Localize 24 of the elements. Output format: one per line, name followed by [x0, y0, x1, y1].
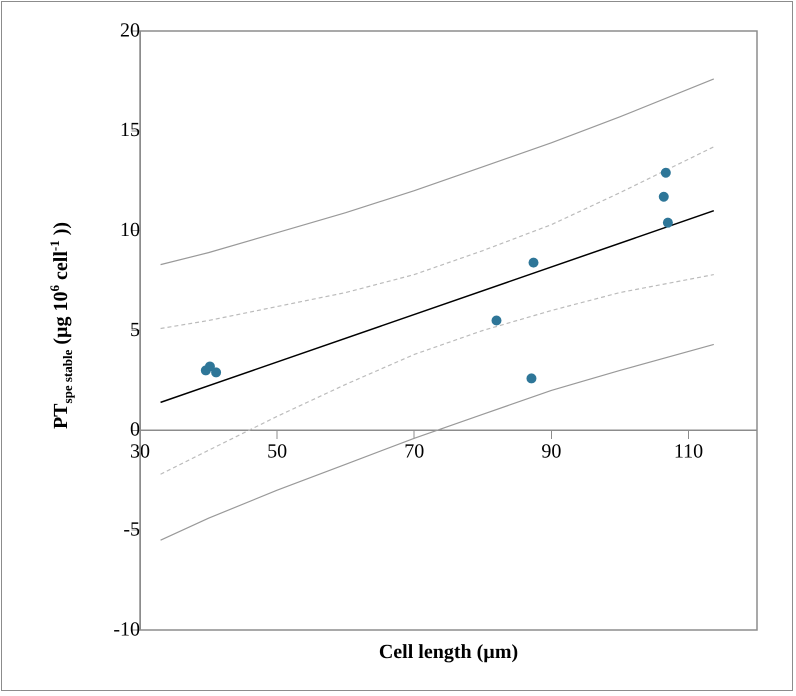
x-tick-label: 110: [674, 440, 704, 463]
y-axis-title: PTspe stable (µg 106 cell-1 )): [47, 222, 75, 430]
x-axis-title: Cell length (µm): [378, 641, 518, 663]
y-tick-label: -10: [113, 618, 140, 640]
line-series: [160, 146, 714, 330]
point: [204, 361, 215, 372]
point: [528, 258, 539, 268]
point: [526, 373, 536, 384]
point: [491, 316, 502, 326]
point: [662, 218, 673, 228]
y-tick-label: 5: [130, 318, 140, 341]
x-tick-label: 30: [130, 440, 150, 463]
x-tick-label: 70: [404, 440, 424, 463]
x-tick-label: 50: [267, 440, 288, 463]
point: [211, 367, 222, 378]
line-series: [160, 274, 714, 475]
point: [660, 168, 671, 178]
y-tick-label: 10: [120, 218, 140, 241]
x-tick-label: 90: [541, 440, 562, 463]
y-tick-label: 15: [120, 119, 140, 142]
y-tick-label: -5: [123, 518, 140, 540]
y-tick-label: 20: [120, 19, 140, 42]
point: [658, 192, 669, 202]
y-tick-label: 0: [130, 418, 140, 441]
